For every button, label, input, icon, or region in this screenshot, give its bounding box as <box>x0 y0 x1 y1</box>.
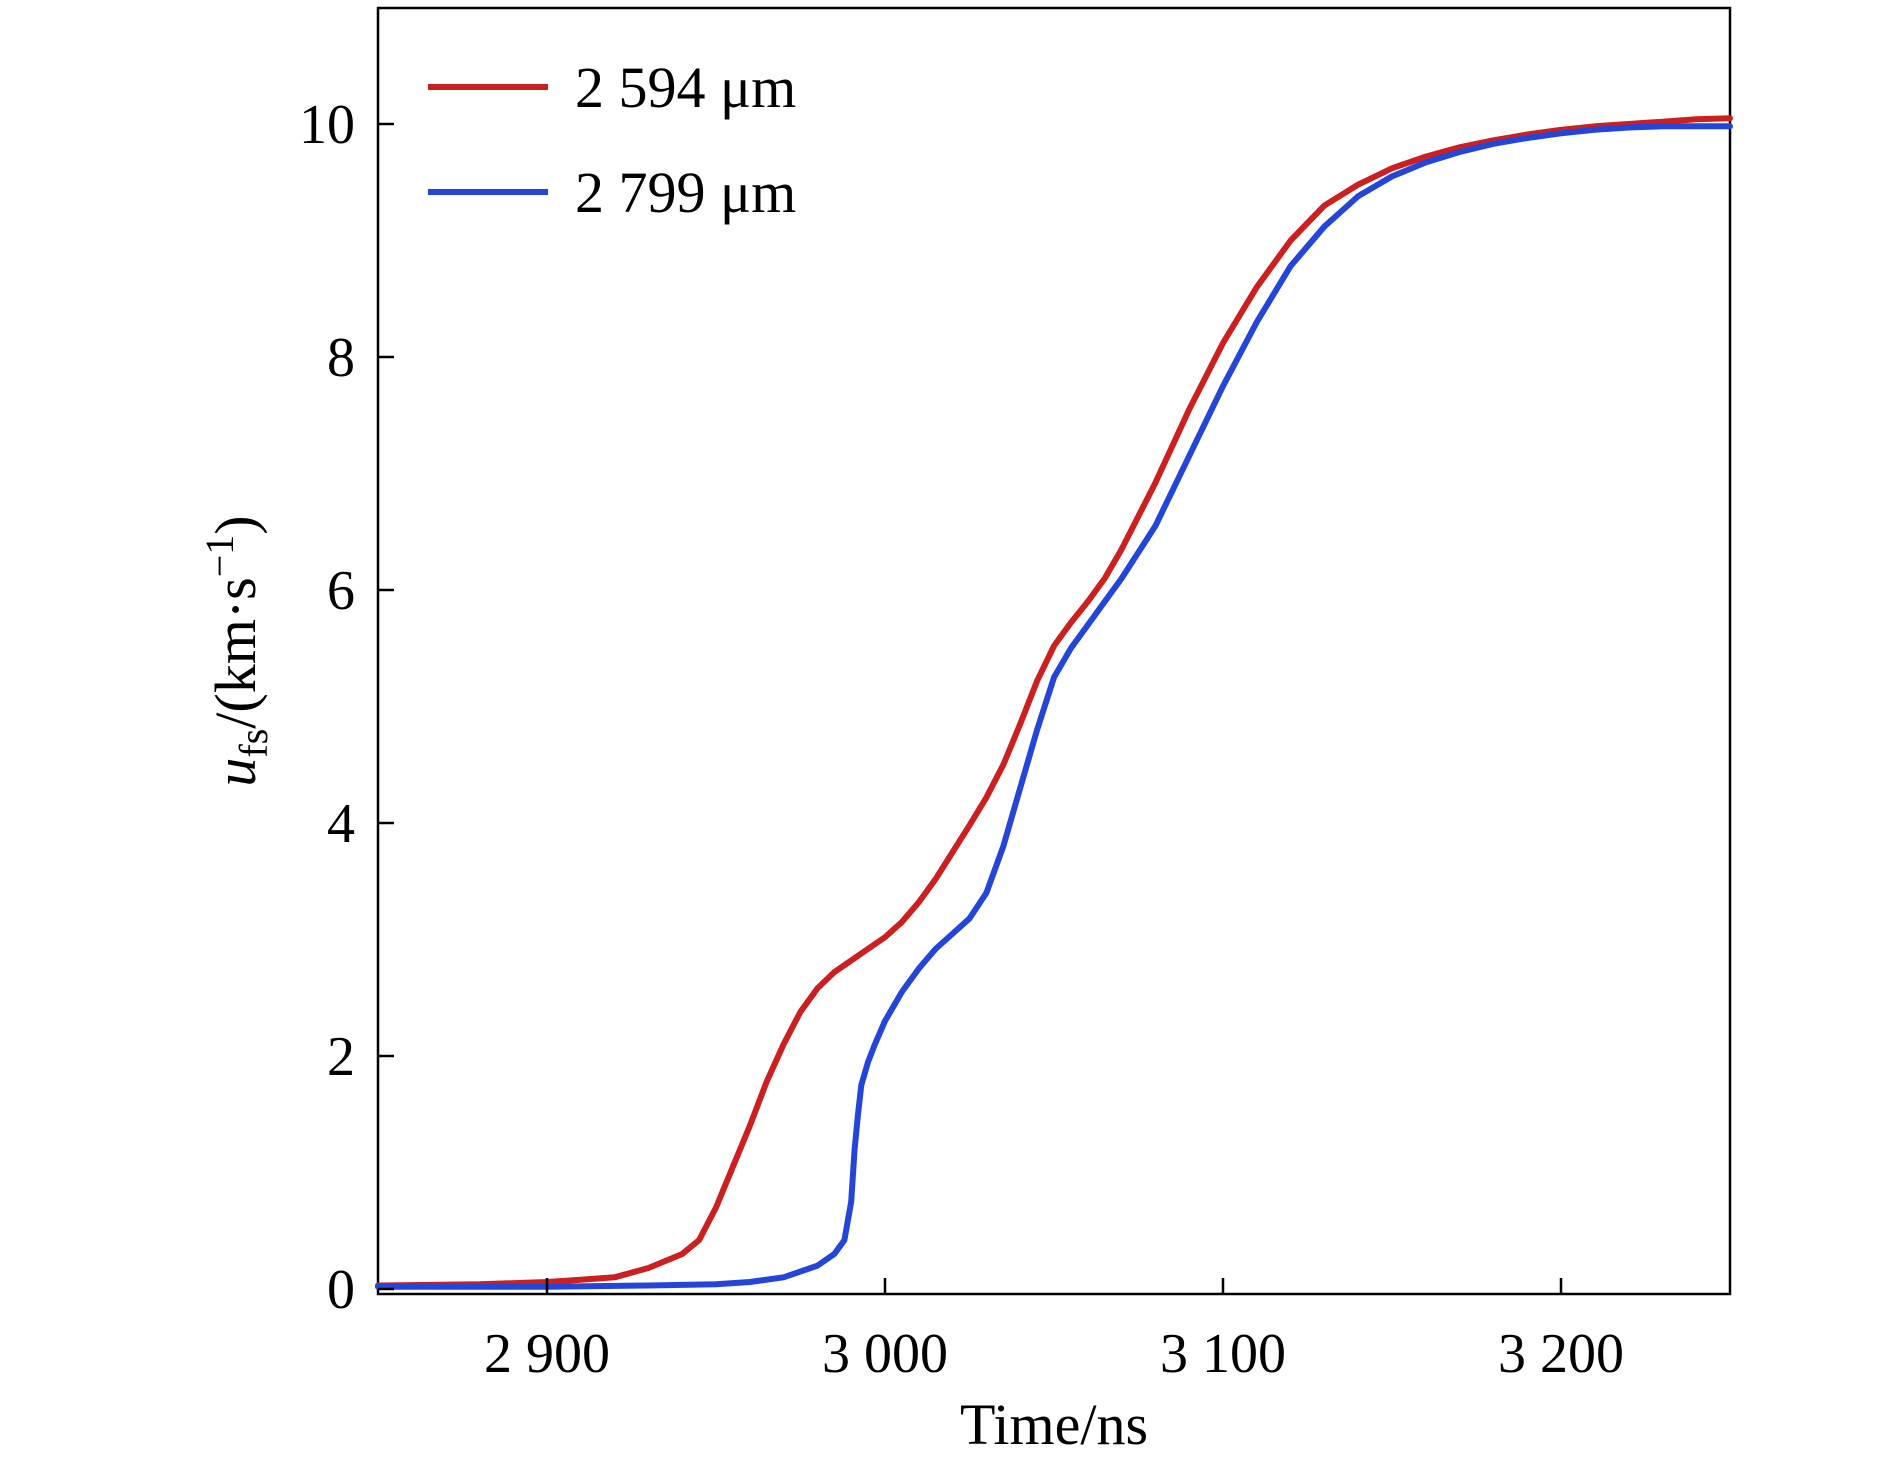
y-tick-label: 6 <box>327 560 355 622</box>
x-axis-title: Time/ns <box>960 1392 1148 1457</box>
x-tick-label: 3 200 <box>1498 1323 1624 1385</box>
plot-frame <box>376 6 1732 1296</box>
ticks-layer: 2 900 3 000 3 100 3 200 0 2 4 6 8 10 <box>299 94 1624 1385</box>
y-axis-title: ufs/(km·s−1) <box>197 515 276 786</box>
y-tick-label: 2 <box>327 1026 355 1088</box>
legend-label-2594: 2 594 μm <box>575 55 796 120</box>
y-tick-label: 0 <box>327 1259 355 1321</box>
legend-label-2799: 2 799 μm <box>575 160 796 225</box>
y-tick-label: 10 <box>299 94 355 156</box>
y-axis-unit-prefix: /(km·s <box>203 577 268 728</box>
x-tick-label: 2 900 <box>484 1323 610 1385</box>
y-tick-label: 4 <box>327 793 355 855</box>
series-line-1 <box>375 115 1733 1289</box>
svg-text:ufs/(km·s−1): ufs/(km·s−1) <box>197 515 276 786</box>
y-axis-superscript: −1 <box>197 535 242 578</box>
legend: 2 594 μm 2 799 μm <box>428 55 796 225</box>
y-axis-symbol: u <box>203 758 268 787</box>
series-layer <box>375 115 1733 1290</box>
x-tick-label: 3 100 <box>1160 1323 1286 1385</box>
series-line-2 <box>375 123 1733 1290</box>
y-axis-unit-suffix: ) <box>203 515 268 534</box>
x-tick-label: 3 000 <box>822 1323 948 1385</box>
y-axis-subscript: fs <box>231 729 276 758</box>
y-tick-label: 8 <box>327 327 355 389</box>
